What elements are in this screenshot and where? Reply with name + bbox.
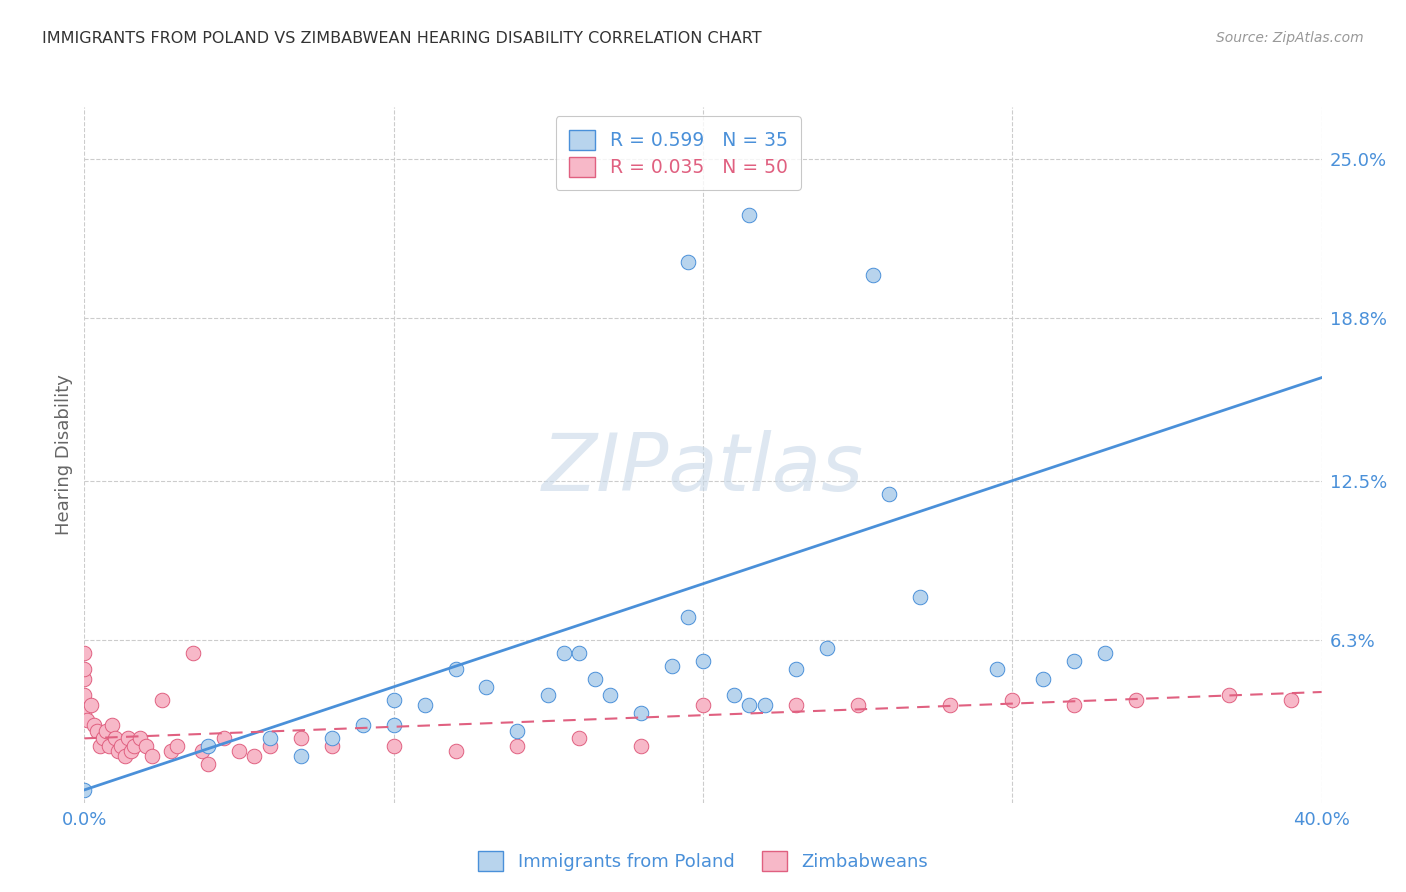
Point <box>98 739 121 753</box>
Legend: Immigrants from Poland, Zimbabweans: Immigrants from Poland, Zimbabweans <box>471 844 935 879</box>
Point <box>1001 692 1024 706</box>
Point <box>1094 646 1116 660</box>
Point <box>120 744 142 758</box>
Point <box>352 718 374 732</box>
Point <box>290 731 312 746</box>
Point <box>738 208 761 222</box>
Point <box>676 254 699 268</box>
Point <box>191 744 214 758</box>
Point <box>939 698 962 712</box>
Point <box>444 744 467 758</box>
Point <box>104 731 127 746</box>
Point <box>160 744 183 758</box>
Point <box>94 723 117 738</box>
Point <box>1218 688 1240 702</box>
Point <box>73 646 96 660</box>
Point <box>107 744 129 758</box>
Point <box>986 662 1008 676</box>
Point <box>382 692 405 706</box>
Point <box>785 662 807 676</box>
Point <box>444 662 467 676</box>
Point <box>290 749 312 764</box>
Point <box>259 739 281 753</box>
Point <box>413 698 436 712</box>
Point <box>661 659 683 673</box>
Point <box>785 698 807 712</box>
Point <box>166 739 188 753</box>
Point <box>630 739 652 753</box>
Point <box>114 749 136 764</box>
Point <box>122 739 145 753</box>
Point <box>86 723 108 738</box>
Point <box>321 739 343 753</box>
Point <box>321 731 343 746</box>
Text: ZIPatlas: ZIPatlas <box>541 430 865 508</box>
Point <box>197 757 219 772</box>
Point <box>89 739 111 753</box>
Point <box>150 692 173 706</box>
Point <box>76 714 98 728</box>
Point <box>73 672 96 686</box>
Point <box>83 718 105 732</box>
Point <box>862 268 884 282</box>
Point <box>568 646 591 660</box>
Point <box>243 749 266 764</box>
Text: IMMIGRANTS FROM POLAND VS ZIMBABWEAN HEARING DISABILITY CORRELATION CHART: IMMIGRANTS FROM POLAND VS ZIMBABWEAN HEA… <box>42 31 762 46</box>
Point <box>877 486 900 500</box>
Point <box>141 749 163 764</box>
Point <box>692 654 714 668</box>
Point <box>259 731 281 746</box>
Point <box>1279 692 1302 706</box>
Point <box>110 739 132 753</box>
Point <box>1032 672 1054 686</box>
Point <box>537 688 560 702</box>
Point <box>73 662 96 676</box>
Point <box>129 731 152 746</box>
Point <box>846 698 869 712</box>
Point <box>73 706 96 720</box>
Point <box>568 731 591 746</box>
Point <box>197 739 219 753</box>
Text: Source: ZipAtlas.com: Source: ZipAtlas.com <box>1216 31 1364 45</box>
Point <box>79 698 101 712</box>
Point <box>723 688 745 702</box>
Legend: R = 0.599   N = 35, R = 0.035   N = 50: R = 0.599 N = 35, R = 0.035 N = 50 <box>555 117 801 190</box>
Point <box>181 646 204 660</box>
Point <box>117 731 139 746</box>
Point <box>1125 692 1147 706</box>
Point <box>1063 654 1085 668</box>
Point <box>815 641 838 656</box>
Point <box>738 698 761 712</box>
Point <box>506 723 529 738</box>
Point <box>692 698 714 712</box>
Point <box>228 744 250 758</box>
Point <box>382 718 405 732</box>
Point <box>73 783 96 797</box>
Point <box>583 672 606 686</box>
Point <box>73 688 96 702</box>
Point <box>91 731 114 746</box>
Point <box>506 739 529 753</box>
Point <box>908 590 931 604</box>
Point <box>101 718 124 732</box>
Point <box>212 731 235 746</box>
Point <box>754 698 776 712</box>
Point <box>382 739 405 753</box>
Point <box>676 610 699 624</box>
Point <box>1063 698 1085 712</box>
Point <box>599 688 621 702</box>
Point <box>135 739 157 753</box>
Y-axis label: Hearing Disability: Hearing Disability <box>55 375 73 535</box>
Point <box>630 706 652 720</box>
Point <box>553 646 575 660</box>
Point <box>475 680 498 694</box>
